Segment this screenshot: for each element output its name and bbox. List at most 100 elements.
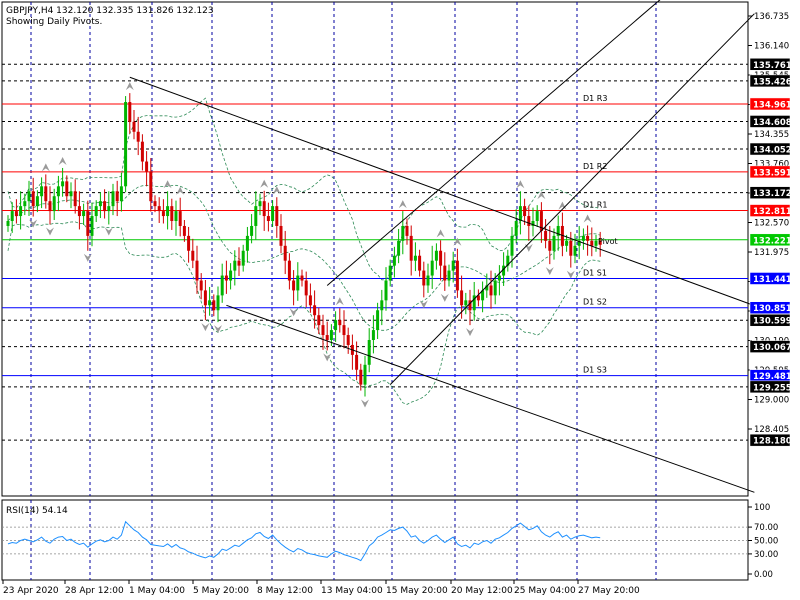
candle-body bbox=[489, 285, 493, 296]
candle-body bbox=[44, 186, 48, 202]
candle-body bbox=[514, 221, 518, 236]
candle-body bbox=[518, 206, 522, 222]
candle-body bbox=[434, 250, 438, 261]
candle-body bbox=[447, 270, 451, 281]
trendline bbox=[129, 76, 755, 307]
price-label-box bbox=[749, 74, 791, 88]
band-edge bbox=[7, 97, 601, 281]
candle-body bbox=[166, 206, 170, 217]
main-gridlines bbox=[30, 2, 657, 496]
candle-body bbox=[77, 206, 81, 217]
fractal-down bbox=[440, 293, 449, 302]
price-label-box bbox=[749, 204, 791, 217]
candle-body bbox=[107, 206, 111, 212]
fractal-up bbox=[516, 180, 525, 189]
candle-body bbox=[178, 211, 182, 226]
fractal-down bbox=[566, 270, 575, 279]
candle-body bbox=[401, 225, 405, 241]
candle-body bbox=[124, 102, 128, 187]
candle-body bbox=[271, 206, 275, 222]
candle-body bbox=[455, 260, 459, 291]
candle-body bbox=[145, 161, 149, 172]
candle-body bbox=[485, 285, 489, 291]
x-tick-label: 27 May 20:00 bbox=[578, 586, 640, 596]
candle-body bbox=[216, 295, 220, 311]
fractal-down bbox=[323, 353, 332, 362]
candle-body bbox=[392, 255, 396, 266]
rsi-tick-label: 70.00 bbox=[754, 523, 778, 533]
candle-body bbox=[527, 216, 531, 226]
price-level-labels: 135.761 135.426 134.961 134.608 134.052 133.5… bbox=[749, 58, 792, 447]
candle-body bbox=[73, 191, 77, 207]
candle-body bbox=[174, 211, 178, 222]
fractal-down bbox=[214, 325, 222, 334]
trendlines bbox=[129, 0, 755, 493]
candle-body bbox=[23, 201, 27, 207]
candle-body bbox=[359, 369, 363, 385]
price-label-box bbox=[749, 142, 791, 156]
price-label-text: 133.591 bbox=[753, 168, 792, 178]
candle-body bbox=[40, 186, 44, 197]
candle-body bbox=[48, 201, 52, 212]
candle-body bbox=[258, 201, 262, 207]
candle-body bbox=[266, 216, 270, 222]
x-tick-label: 15 May 20:00 bbox=[386, 586, 448, 596]
candle-body bbox=[544, 230, 548, 241]
candle-body bbox=[220, 275, 224, 296]
band-edge bbox=[7, 221, 601, 405]
candle-body bbox=[317, 315, 321, 326]
candle-body bbox=[422, 270, 426, 286]
candle-body bbox=[363, 364, 367, 385]
y-tick-label: 128.405 bbox=[754, 425, 789, 435]
candle-body bbox=[86, 211, 90, 236]
y-tick-label: 131.975 bbox=[754, 248, 789, 258]
price-label-text: 129.481 bbox=[753, 372, 792, 382]
candle-body bbox=[443, 265, 447, 281]
fractal-up bbox=[163, 180, 172, 189]
candle-body bbox=[308, 295, 312, 306]
price-label-box bbox=[749, 340, 791, 353]
candle-body bbox=[115, 191, 119, 202]
candle-body bbox=[338, 320, 342, 326]
candle-body bbox=[203, 290, 207, 306]
candle-body bbox=[191, 250, 195, 261]
candle-body bbox=[90, 216, 94, 236]
candle-body bbox=[573, 245, 577, 256]
candle-body bbox=[472, 295, 476, 311]
candle-body bbox=[304, 280, 308, 296]
candle-body bbox=[212, 300, 216, 311]
candle-body bbox=[581, 235, 585, 241]
candle-body bbox=[313, 305, 317, 316]
candle-body bbox=[493, 280, 497, 296]
candle-body bbox=[94, 206, 98, 217]
candle-body bbox=[132, 121, 136, 132]
pivot-labels: D1 R3 D1 R2 D1 R1 Pivot D1 S1 D1 S2 D1 S3 bbox=[583, 94, 618, 375]
candle-body bbox=[409, 235, 413, 261]
candle-body bbox=[224, 275, 228, 281]
candle-body bbox=[103, 201, 107, 212]
candle-body bbox=[342, 325, 346, 336]
price-label-text: 132.221 bbox=[753, 236, 792, 246]
candle-body bbox=[325, 335, 329, 341]
candle-body bbox=[98, 201, 102, 207]
candle-body bbox=[334, 320, 338, 331]
candle-body bbox=[464, 300, 468, 306]
price-label-text: 130.599 bbox=[753, 317, 792, 327]
price-label-text: 131.441 bbox=[753, 275, 792, 285]
candle-body bbox=[397, 240, 401, 256]
rsi-title: RSI(14) 54.14 bbox=[6, 506, 68, 516]
candle-body bbox=[380, 300, 384, 311]
candle-body bbox=[82, 211, 86, 217]
candle-body bbox=[161, 211, 165, 217]
candle-body bbox=[262, 201, 266, 217]
price-label-text: 135.761 bbox=[753, 61, 792, 71]
pivot-lines bbox=[2, 103, 748, 377]
y-tick-label: 132.570 bbox=[754, 219, 789, 229]
candle-body bbox=[451, 260, 455, 271]
price-label-text: 130.067 bbox=[753, 343, 792, 353]
fractal-down bbox=[419, 300, 428, 309]
candle-body bbox=[586, 235, 590, 241]
candle-body bbox=[111, 191, 115, 207]
candle-body bbox=[346, 335, 350, 345]
fractal-down bbox=[466, 328, 474, 337]
